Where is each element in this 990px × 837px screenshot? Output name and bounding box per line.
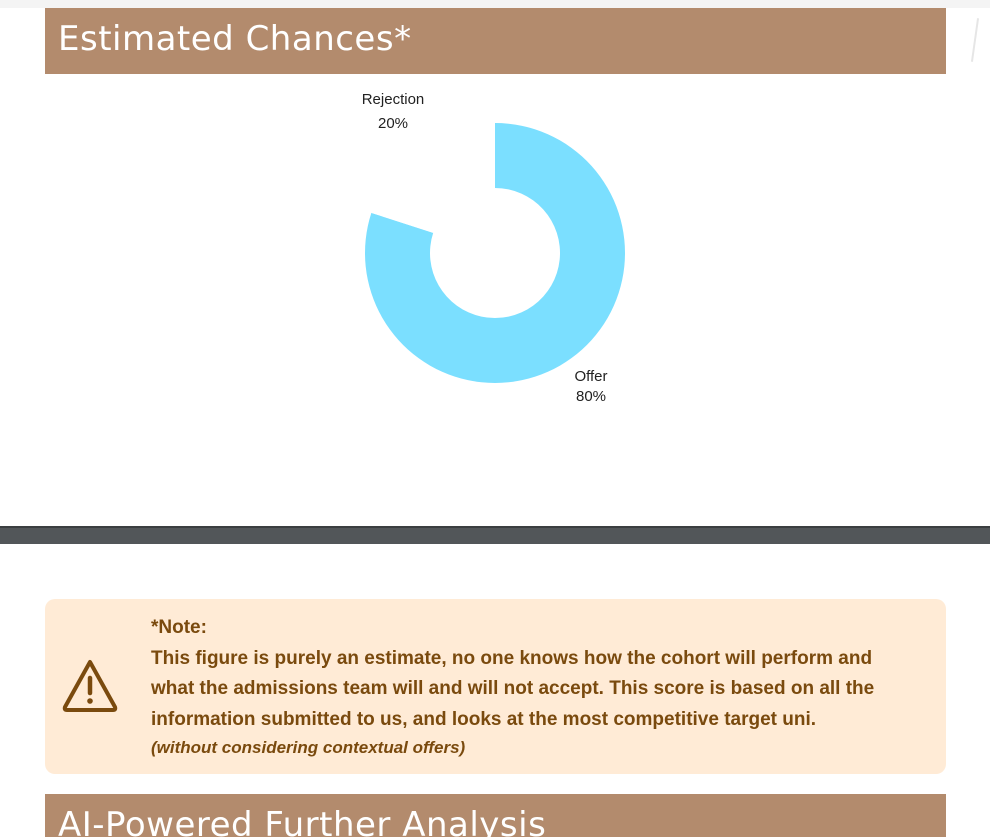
note-line: information submitted to us, and looks a…	[151, 708, 817, 730]
page-top-edge	[0, 0, 990, 8]
page-upper: Estimated Chances* Offer 80% Rejection 20%	[0, 0, 990, 405]
note-text: *Note: This figure is purely an estimate…	[151, 613, 941, 761]
slice-value-rejection: 20%	[378, 115, 408, 132]
slice-value-offer: 80%	[576, 388, 606, 405]
page-edge-mark	[970, 18, 980, 62]
note-callout: *Note: This figure is purely an estimate…	[45, 599, 946, 774]
estimated-chances-donut-chart: Offer 80% Rejection 20%	[362, 91, 625, 405]
ai-analysis-header: AI-Powered Further Analysis	[45, 794, 946, 837]
note-line: what the admissions team will and will n…	[151, 678, 875, 699]
note-subtext: (without considering contextual offers)	[151, 738, 466, 757]
warning-icon	[61, 657, 119, 715]
donut-slice-offer	[365, 123, 625, 383]
donut-slice-rejection	[371, 123, 495, 233]
estimated-chances-header: Estimated Chances*	[45, 8, 946, 74]
page-divider	[0, 526, 990, 544]
note-line: This figure is purely an estimate, no on…	[151, 647, 873, 669]
note-heading: *Note:	[151, 617, 207, 638]
slice-label-rejection: Rejection	[362, 91, 425, 108]
slice-label-offer: Offer	[574, 368, 607, 385]
